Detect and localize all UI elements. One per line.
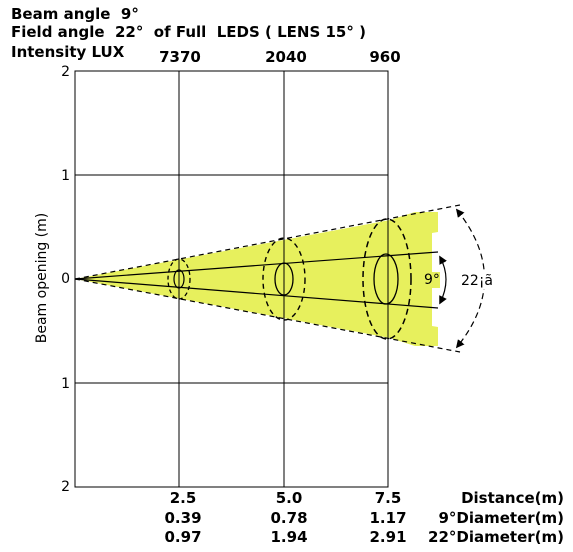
- field-section-7-5m: [362, 218, 412, 340]
- y-tick-bottom-2: 2: [61, 479, 70, 495]
- field-edge-bottom: [74, 278, 461, 353]
- field-diameter-5-0m: 1.94: [270, 528, 308, 546]
- beam-angle-arc: [439, 255, 447, 305]
- y-axis-label: Beam opening (m): [34, 212, 50, 344]
- y-tick-top-1: 1: [61, 168, 70, 184]
- beam-section-7-5m: [373, 253, 399, 305]
- beam-diameter-2-5m: 0.39: [164, 509, 202, 527]
- field-section-5-0m: [262, 237, 306, 321]
- field-diameter-7-5m: 2.91: [369, 528, 407, 546]
- field-beam-area: [75, 212, 438, 346]
- y-tick-0: 0: [61, 271, 70, 287]
- field-angle-title: Field angle 22° of Full LEDS ( LENS 15° …: [11, 23, 366, 41]
- field-diameter-2-5m: 0.97: [164, 528, 202, 546]
- beam-section-2-5m: [173, 269, 185, 289]
- distance-2-5m: 2.5: [169, 489, 197, 507]
- lux-value-2-5m: 7370: [159, 48, 201, 66]
- row-label-beam-diameter: 9°Diameter(m): [438, 509, 564, 527]
- lux-value-7-5m: 960: [369, 48, 401, 66]
- distance-7-5m: 7.5: [374, 489, 402, 507]
- beam-angle-title: Beam angle 9°: [11, 5, 139, 23]
- y-tick-top-2: 2: [61, 64, 70, 80]
- lux-value-5-0m: 2040: [265, 48, 307, 66]
- distance-5-0m: 5.0: [275, 489, 303, 507]
- beam-diameter-7-5m: 1.17: [369, 509, 407, 527]
- y-tick-bottom-1: 1: [61, 376, 70, 392]
- row-label-distance: Distance(m): [461, 489, 564, 507]
- row-label-field-diameter: 22°Diameter(m): [428, 528, 564, 546]
- field-section-2-5m: [167, 258, 191, 300]
- beam-angle-label: 9°: [424, 272, 440, 288]
- field-angle-label: 22¡ã: [461, 273, 494, 289]
- beam-diameter-5-0m: 0.78: [270, 509, 308, 527]
- field-edge-top: [74, 204, 461, 280]
- beam-edge-top: [74, 251, 439, 280]
- intensity-label: Intensity LUX: [11, 43, 125, 61]
- beam-edge-bottom: [74, 278, 439, 309]
- beam-section-5-0m: [274, 262, 294, 296]
